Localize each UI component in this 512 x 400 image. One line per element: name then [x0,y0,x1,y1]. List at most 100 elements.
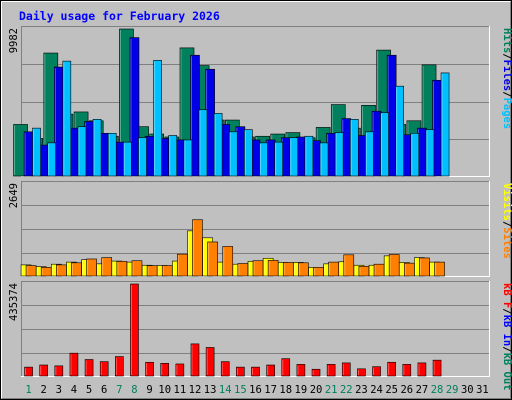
bar-kb-f-day-28 [432,359,442,377]
legend-entry-visits: Visits [501,183,512,221]
bar-pages-day-17 [274,141,283,177]
bar-kb-f-day-2 [39,364,48,377]
bar-pages-day-19 [304,135,314,177]
bar-sites-day-28 [434,261,445,277]
x-tick-day-10: 10 [158,384,171,396]
legend-entry-pages: Pages [501,98,512,130]
bar-pages-day-23 [365,131,374,177]
y-max-label: 435374 [8,283,20,321]
bar-kb-f-day-16 [251,366,260,377]
legend-separator: / [501,91,512,97]
legend-entry-files: Files [501,60,512,92]
bar-pages-day-7 [123,141,132,177]
bar-pages-day-12 [198,109,208,177]
bar-kb-f-day-10 [160,363,170,377]
bar-kb-f-day-6 [99,361,109,377]
bar-kb-f-day-23 [357,368,366,377]
x-tick-day-12: 12 [189,384,202,396]
bar-sites-day-8 [131,260,143,277]
bar-pages-day-3 [62,60,72,177]
bar-sites-day-23 [358,265,370,277]
bar-kb-f-day-21 [326,364,336,377]
bar-kb-f-day-25 [387,361,396,377]
x-tick-day-18: 18 [279,384,292,396]
bar-pages-day-4 [77,126,87,177]
legend-entry-sites: Sites [501,227,512,259]
bar-sites-day-24 [373,263,385,277]
legend-entry-kb-out: kB Out [501,353,512,391]
bar-pages-day-6 [107,132,117,177]
x-tick-day-20: 20 [310,384,323,396]
x-axis-day-labels: 1 2 3 4 5 6 7 8 9 10 11 12 13 14 15 16 17 18 19 20 21 22 23 24 2… [25,384,488,396]
series-pages [32,60,450,177]
x-tick-day-24: 24 [370,384,383,396]
bar-sites-day-1 [25,265,37,277]
bar-sites-day-9 [146,265,158,277]
legend-entry-hits: Hits [501,28,512,53]
bar-pages-day-21 [334,132,344,177]
legend-entry-kb-in: kB In [501,315,512,347]
bar-kb-f-day-7 [115,356,124,377]
bar-kb-f-day-5 [84,359,94,377]
x-tick-day-1: 1 [25,384,31,396]
bar-files-day-8 [129,37,140,177]
panel-hits-files-pages: 9982 Hits/Files/Pages [8,26,512,177]
y-max-label: 9982 [8,28,20,53]
bar-sites-day-17 [267,260,279,277]
bar-pages-day-11 [183,139,193,177]
x-tick-day-29: 29 [446,384,459,396]
bar-kb-f-day-17 [266,364,275,377]
bar-pages-day-8 [138,137,147,177]
x-tick-day-30: 30 [461,384,474,396]
bar-pages-day-2 [47,142,56,177]
bar-kb-f-day-20 [311,368,321,377]
legend-separator: / [501,53,512,59]
bar-pages-day-24 [380,112,389,177]
x-tick-day-2: 2 [41,384,47,396]
bar-pages-day-26 [410,132,420,177]
bar-kb-f-day-1 [24,366,33,377]
bar-sites-day-2 [40,267,52,277]
bar-kb-f-day-15 [236,366,245,377]
bar-kb-f-day-4 [69,352,79,377]
bar-sites-day-15 [237,263,249,277]
bar-kb-f-day-3 [54,365,64,377]
x-tick-day-26: 26 [400,384,413,396]
bar-pages-day-1 [32,127,41,177]
legend-separator: / [501,346,512,352]
x-tick-day-7: 7 [116,384,122,396]
bar-kb-f-day-22 [341,362,351,377]
x-tick-day-21: 21 [325,384,338,396]
x-tick-day-31: 31 [476,384,489,396]
bar-pages-day-15 [244,129,253,177]
bar-pages-day-16 [259,142,268,177]
x-tick-day-19: 19 [295,384,308,396]
x-tick-day-14: 14 [219,384,232,396]
bar-pages-day-13 [213,113,223,177]
x-tick-day-22: 22 [340,384,353,396]
legend-hits-files-pages: Hits/Files/Pages [501,28,512,129]
bar-pages-day-10 [168,135,178,177]
bar-kb-f-day-13 [205,347,215,377]
panel-kbytes: 435374 kB F/kB In/kB Out [8,281,512,391]
bar-kb-f-day-27 [417,362,427,377]
x-tick-day-9: 9 [146,384,152,396]
bar-sites-day-6 [101,257,113,277]
bar-sites-day-14 [222,246,234,277]
bar-pages-day-9 [153,60,162,177]
x-tick-day-17: 17 [264,384,277,396]
bar-kb-f-day-19 [296,364,306,377]
bar-sites-day-22 [343,254,355,277]
bar-kb-f-day-18 [281,358,291,377]
legend-sites-visits: Visits/Sites [501,183,512,259]
bar-pages-day-5 [92,119,102,177]
bar-sites-day-21 [328,261,339,277]
bar-sites-day-12 [192,219,203,277]
series-sites [25,219,445,277]
bar-kb-f-day-24 [372,366,381,377]
legend-separator: / [501,308,512,314]
bar-sites-day-26 [403,262,415,277]
bar-sites-day-7 [116,261,128,277]
